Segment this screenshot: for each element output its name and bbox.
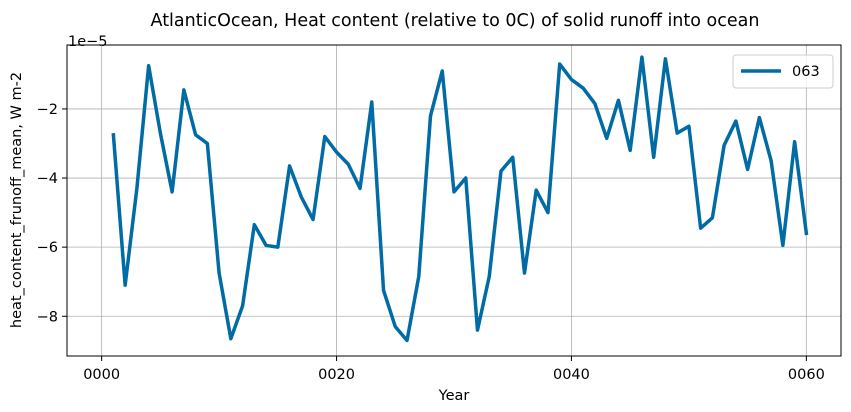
data-point [734,119,738,123]
data-point [264,244,268,247]
data-point [323,135,326,138]
legend-label: 063 [792,64,820,80]
data-point [675,131,679,135]
x-axis-label: Year [438,388,470,404]
data-point [558,62,561,66]
series-line [111,55,809,343]
data-point [288,164,291,168]
data-point [441,69,444,73]
data-point [570,78,573,81]
data-point [194,133,197,137]
data-point [159,131,162,135]
data-point [746,168,749,171]
x-axis-ticks: 0000 0020 0040 0060 [83,356,825,383]
data-point [229,337,233,340]
data-point [511,156,514,159]
data-point [711,216,714,219]
data-point [276,245,280,249]
data-point [664,57,667,61]
series-layer [111,55,809,343]
data-point [582,86,585,90]
data-point [253,223,256,226]
data-point [382,289,385,292]
data-point [123,283,127,287]
legend-box [732,54,834,89]
y-tick-label: −8 [37,309,58,325]
data-point [758,116,761,119]
data-point [370,100,373,104]
data-point [347,163,350,166]
data-point [417,275,420,278]
x-tick-label: 0040 [553,367,590,383]
data-point [429,114,432,118]
data-point [546,211,550,214]
data-point [464,176,467,180]
data-point [170,190,174,194]
data-point [687,125,691,128]
data-point [206,142,209,145]
y-axis-offset-text: 1e−5 [68,34,108,50]
data-point [358,187,362,190]
data-point [476,328,479,332]
data-point [135,187,139,190]
data-point [499,169,503,173]
y-tick-label: −6 [37,240,58,256]
data-point [640,55,644,59]
chart-title: AtlanticOcean, Heat content (relative to… [151,11,760,31]
data-point [394,325,397,328]
y-axis-label: heat_content_frunoff_mean, W m-2 [9,72,25,328]
data-point [699,226,702,230]
data-point [182,88,186,92]
y-axis-ticks: −8 −6 −4 −2 [37,102,67,325]
data-point [617,99,620,102]
data-point [805,232,808,235]
y-tick-label: −2 [37,102,58,118]
data-point [652,156,655,159]
data-point [523,271,526,275]
data-point [535,188,538,192]
data-point [452,190,456,194]
x-tick-label: 0060 [788,367,825,383]
data-point [793,140,796,143]
legend: 063 [732,54,834,89]
data-point [722,144,726,147]
data-point [605,137,608,140]
x-tick-label: 0000 [83,367,120,383]
data-point [300,195,303,199]
y-tick-label: −4 [37,171,58,187]
data-point [241,304,244,308]
x-tick-label: 0020 [318,367,355,383]
data-point [781,244,785,247]
data-point [335,150,338,154]
data-point [628,149,632,152]
data-point [147,64,150,67]
plot-frame [66,44,842,357]
data-point [488,275,491,278]
data-point [593,102,597,105]
data-point [217,271,221,275]
data-point [112,133,115,137]
grid-lines [67,45,841,356]
data-point [405,339,409,342]
data-point [769,159,773,162]
data-point [311,218,315,221]
